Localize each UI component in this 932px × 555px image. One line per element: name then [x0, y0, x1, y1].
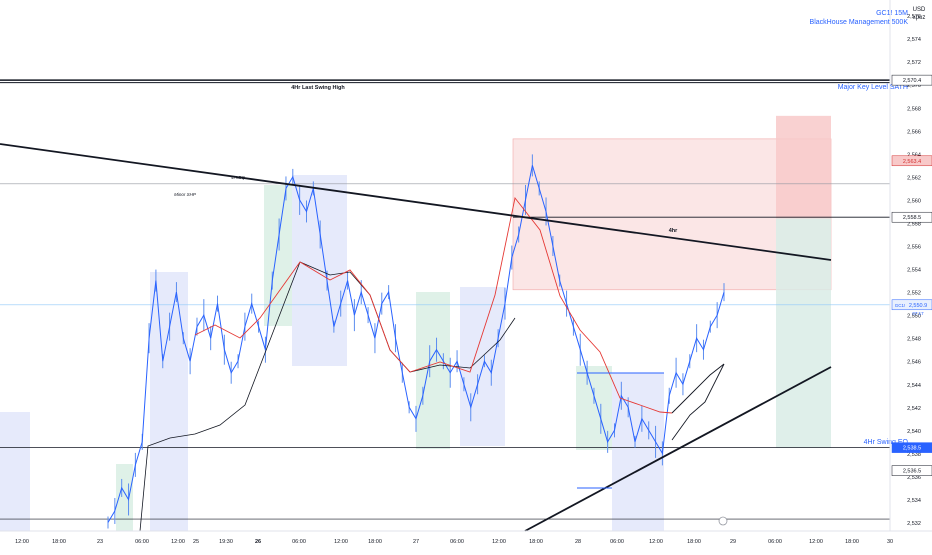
currency-unit: xpoz: [912, 15, 926, 21]
countdown-label: 07:17: [912, 311, 924, 316]
y-tick-label: 2,562: [907, 175, 921, 181]
legend-panel: GC1! 15M BlackHouse Management 500K: [810, 9, 908, 27]
x-tick-label: 26: [255, 539, 261, 545]
y-tick-label: 2,566: [907, 129, 921, 135]
y-tick-label: 2,572: [907, 60, 921, 66]
x-tick-label: 06:00: [450, 539, 464, 545]
y-tick-label: 2,534: [907, 498, 921, 504]
y-tick-label: 2,540: [907, 429, 921, 435]
event-marker-icon: [718, 516, 728, 526]
legend-strategy: BlackHouse Management 500K: [809, 19, 908, 26]
session-box: [264, 185, 292, 326]
price-tag-label: 2,570.4: [903, 78, 921, 84]
y-tick-label: 2,556: [907, 245, 921, 251]
annotation-label: 4Hr Swing EQ: [864, 439, 909, 446]
y-tick-label: 2,576: [907, 14, 921, 20]
x-tick-label: 23: [97, 539, 103, 545]
y-tick-label: 2,570: [907, 83, 921, 89]
y-tick-label: 2,548: [907, 337, 921, 343]
price-tag: [891, 74, 932, 86]
x-tick-label: 12:00: [649, 539, 663, 545]
y-tick-label: 2,552: [907, 291, 921, 297]
annotation-label: 4Hr Last Swing High: [291, 85, 345, 91]
y-tick-label: 2,554: [907, 268, 921, 274]
session-box: [0, 412, 30, 531]
currency-selector[interactable]: USD xpoz: [908, 6, 930, 22]
y-tick-label: 2,568: [907, 106, 921, 112]
x-tick-label: 12:00: [15, 539, 29, 545]
y-tick-label: 2,574: [907, 37, 921, 43]
y-tick-label: 2,546: [907, 360, 921, 366]
x-tick-label: 18:00: [845, 539, 859, 545]
x-tick-label: 06:00: [292, 539, 306, 545]
y-tick-label: 2,550: [907, 314, 921, 320]
x-tick-label: 12:00: [334, 539, 348, 545]
price-tag-label: 2,563.4: [903, 159, 921, 165]
annotation-label: 4HrEQ: [231, 175, 245, 180]
x-tick-label: 12:00: [809, 539, 823, 545]
x-tick-label: 18:00: [687, 539, 701, 545]
x-tick-label: 12:00: [171, 539, 185, 545]
currency-code: USD: [912, 7, 926, 13]
y-tick-label: 2,542: [907, 406, 921, 412]
y-tick-label: 2,536: [907, 475, 921, 481]
x-tick-label: 29: [730, 539, 736, 545]
x-tick-label: 06:00: [135, 539, 149, 545]
ma-black: [671, 363, 725, 441]
ma-black: [139, 261, 301, 532]
price-tag-label: 2,558.5: [903, 215, 921, 221]
price-tag: [891, 211, 932, 223]
y-tick-label: 2,538: [907, 452, 921, 458]
x-tick-label: 25: [193, 539, 199, 545]
trendline-descending: [0, 143, 832, 261]
legend-symbol: GC1! 15M: [876, 10, 908, 17]
price-tag: [891, 442, 932, 453]
x-tick-label: 06:00: [610, 539, 624, 545]
y-tick-label: 2,558: [907, 221, 921, 227]
x-tick-label: 06:00: [768, 539, 782, 545]
trendline-ascending: [524, 366, 832, 532]
y-tick-label: 2,560: [907, 198, 921, 204]
annotation-label: 4hr: [669, 228, 678, 234]
x-tick-label: 18:00: [368, 539, 382, 545]
price-tag: [891, 155, 932, 167]
annotation-label: Minor SHP: [174, 192, 196, 197]
x-tick-label: 30: [887, 539, 893, 545]
current-price-label: 2,550.9: [909, 303, 927, 309]
x-tick-label: 18:00: [529, 539, 543, 545]
x-tick-label: 27: [413, 539, 419, 545]
x-tick-label: 18:00: [52, 539, 66, 545]
price-tag: [891, 465, 932, 476]
ma-red: [194, 196, 673, 414]
x-tick-label: 28: [575, 539, 581, 545]
session-box: [416, 292, 450, 449]
price-line: [107, 165, 725, 523]
y-tick-label: 2,564: [907, 152, 921, 158]
stop-zone: [776, 115, 831, 219]
x-tick-label: 12:00: [492, 539, 506, 545]
y-tick-label: 2,532: [907, 521, 921, 527]
ma-black: [671, 363, 725, 414]
price-tag-label: 2,538.5: [903, 446, 921, 452]
price-tag-symbol: GC1!: [895, 303, 906, 308]
session-box: [150, 272, 188, 531]
x-tick-label: 19:30: [219, 539, 233, 545]
price-tag-label: 2,536.5: [903, 469, 921, 475]
price-tag: [891, 299, 932, 311]
y-tick-label: 2,544: [907, 383, 921, 389]
annotation-label: Major Key Level SATH: [838, 84, 908, 91]
